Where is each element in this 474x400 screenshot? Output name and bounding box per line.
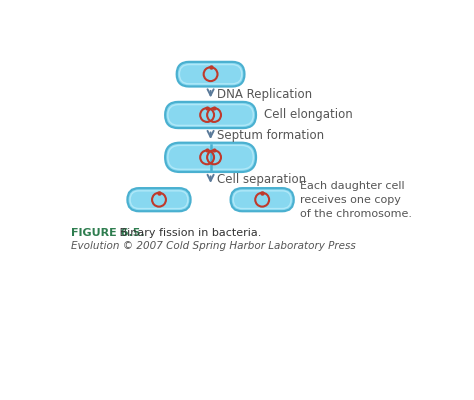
Text: Evolution © 2007 Cold Spring Harbor Laboratory Press: Evolution © 2007 Cold Spring Harbor Labo… bbox=[71, 241, 356, 251]
FancyBboxPatch shape bbox=[128, 188, 191, 211]
FancyBboxPatch shape bbox=[165, 102, 256, 128]
Text: Septum formation: Septum formation bbox=[217, 129, 324, 142]
Text: Cell separation: Cell separation bbox=[217, 173, 306, 186]
Text: Cell elongation: Cell elongation bbox=[264, 108, 353, 122]
FancyBboxPatch shape bbox=[177, 62, 245, 86]
Text: FIGURE 6.5.: FIGURE 6.5. bbox=[71, 228, 145, 238]
Text: Each daughter cell
receives one copy
of the chromosome.: Each daughter cell receives one copy of … bbox=[300, 181, 412, 219]
Text: Binary fission in bacteria.: Binary fission in bacteria. bbox=[116, 228, 261, 238]
Text: DNA Replication: DNA Replication bbox=[217, 88, 312, 101]
FancyBboxPatch shape bbox=[165, 143, 256, 172]
FancyBboxPatch shape bbox=[231, 188, 294, 211]
